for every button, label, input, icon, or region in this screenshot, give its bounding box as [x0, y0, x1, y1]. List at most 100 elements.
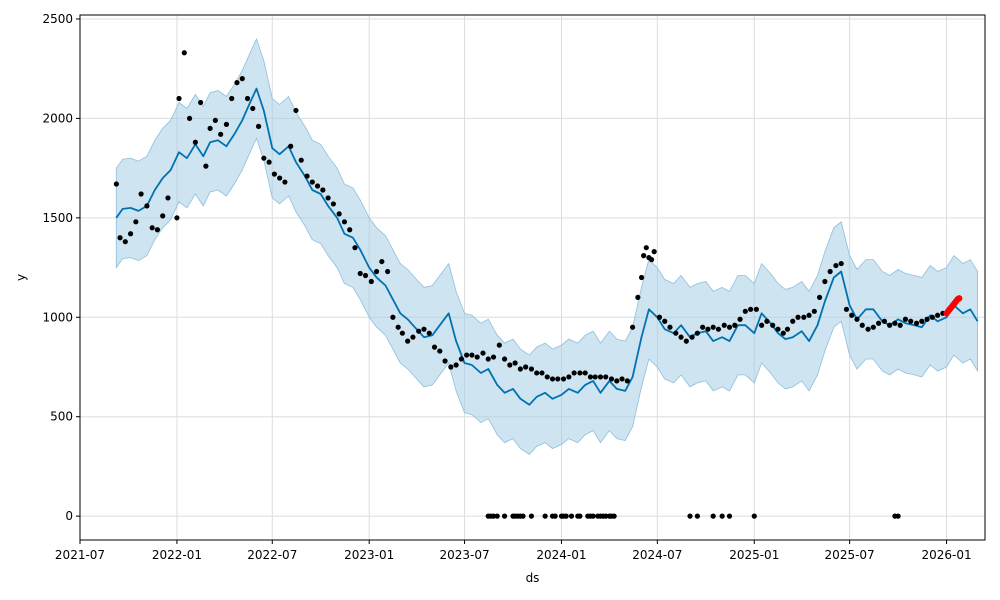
observed-point — [282, 179, 288, 185]
y-tick-label: 500 — [50, 410, 73, 424]
y-axis: 0 500 1000 1500 2000 2500 — [42, 12, 80, 523]
observed-point — [512, 360, 518, 366]
observed-zero-point — [710, 513, 716, 519]
observed-point — [619, 376, 625, 382]
observed-point — [555, 376, 561, 382]
observed-zero-point — [603, 513, 609, 519]
observed-point — [790, 318, 796, 324]
observed-point — [764, 318, 770, 324]
observed-point — [523, 364, 529, 370]
observed-point — [715, 326, 722, 332]
forecast-series-line — [115, 87, 979, 406]
observed-point — [700, 324, 706, 330]
observed-point — [395, 324, 401, 330]
observed-point — [924, 316, 930, 322]
x-tick-label: 2026-01 — [921, 548, 971, 562]
observed-point — [218, 131, 224, 137]
observed-point — [149, 225, 155, 231]
y-tick-label: 1000 — [42, 310, 73, 324]
observed-zero-point — [751, 513, 757, 519]
observed-point — [651, 249, 657, 255]
y-tick-label: 2500 — [42, 12, 73, 26]
observed-zero-point — [528, 513, 535, 519]
observed-point — [838, 260, 844, 267]
future-point — [955, 295, 963, 302]
observed-point — [795, 314, 801, 320]
observed-point — [656, 314, 663, 320]
observed-point — [929, 314, 935, 320]
x-tick-label: 2023-01 — [344, 548, 394, 562]
observed-points — [113, 50, 946, 519]
observed-zero-point — [687, 513, 693, 519]
observed-point — [870, 324, 876, 330]
observed-point — [501, 356, 508, 362]
observed-point — [753, 306, 759, 312]
x-tick-label: 2022-01 — [152, 548, 202, 562]
uncertainty-band — [115, 37, 978, 456]
observed-point — [320, 187, 326, 193]
observed-point — [239, 76, 245, 82]
observed-point — [507, 362, 513, 368]
observed-point — [934, 312, 941, 318]
observed-point — [865, 326, 871, 332]
observed-point — [244, 95, 251, 102]
observed-zero-point — [542, 513, 548, 519]
observed-point — [138, 191, 144, 197]
observed-zero-point — [563, 513, 569, 519]
observed-point — [234, 80, 240, 86]
observed-point — [913, 320, 920, 326]
observed-point — [849, 312, 855, 318]
observed-point — [309, 179, 315, 185]
observed-point — [726, 324, 733, 330]
plot-frame — [79, 14, 986, 541]
observed-point — [641, 253, 647, 259]
observed-zero-point — [611, 513, 617, 519]
observed-zero-point — [719, 513, 725, 519]
observed-point — [816, 294, 823, 300]
observed-point — [437, 348, 443, 354]
observed-point — [608, 376, 615, 382]
observed-point — [399, 330, 405, 336]
x-axis-title: ds — [526, 571, 540, 585]
x-axis: 2021-07 2022-01 2022-07 2023-01 2023-07 2024-… — [55, 540, 972, 562]
observed-point — [587, 374, 594, 380]
observed-point — [442, 358, 448, 364]
observed-point — [902, 316, 909, 322]
observed-point — [528, 366, 535, 372]
observed-point — [336, 211, 342, 217]
observed-point — [113, 181, 119, 187]
observed-point — [544, 374, 550, 380]
x-tick-label: 2025-01 — [729, 548, 779, 562]
observed-point — [229, 95, 235, 102]
observed-point — [368, 278, 374, 285]
observed-point — [775, 326, 781, 332]
x-tick-label: 2022-07 — [247, 548, 297, 562]
observed-point — [325, 195, 331, 201]
observed-point — [133, 219, 139, 225]
observed-point — [496, 342, 502, 348]
observed-point — [534, 370, 540, 376]
observed-point — [448, 364, 454, 370]
observed-point — [577, 370, 583, 376]
observed-point — [165, 195, 171, 201]
observed-zero-point — [501, 513, 508, 519]
observed-point — [352, 245, 358, 251]
x-tick-label: 2024-01 — [536, 548, 586, 562]
future-points — [943, 295, 963, 317]
observed-point — [181, 50, 187, 56]
observed-point — [635, 294, 641, 300]
observed-point — [759, 322, 765, 328]
observed-point — [881, 318, 887, 324]
observed-point — [737, 316, 743, 322]
observed-point — [811, 308, 817, 314]
observed-point — [223, 121, 230, 127]
observed-point — [732, 322, 738, 328]
observed-point — [117, 235, 123, 241]
observed-zero-point — [568, 513, 575, 519]
observed-point — [357, 270, 363, 277]
observed-point — [603, 374, 609, 380]
observed-point — [892, 320, 898, 326]
observed-zero-point — [577, 513, 583, 519]
observed-point — [416, 328, 422, 334]
